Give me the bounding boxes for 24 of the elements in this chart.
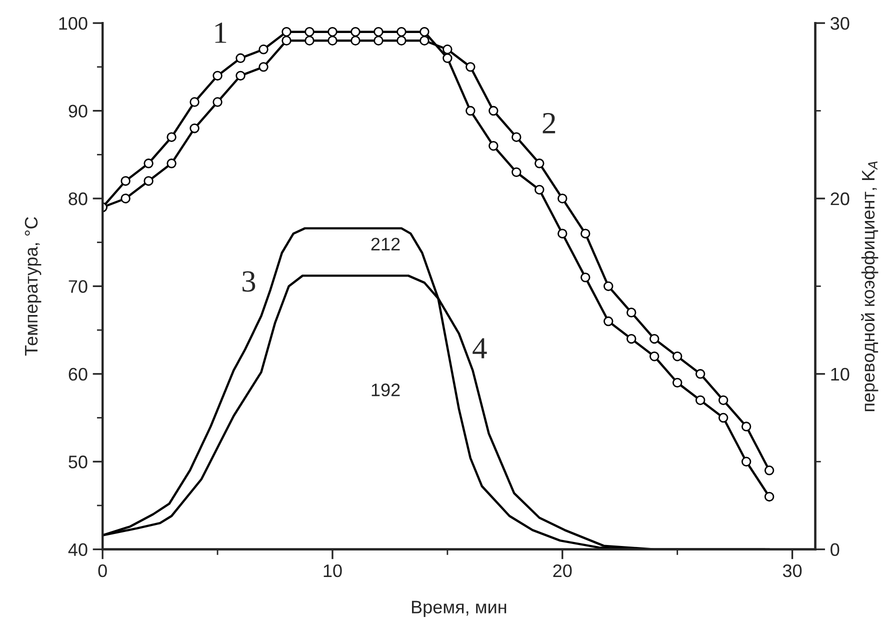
annotation: 192 (372, 384, 400, 396)
y-tick-label: 70 (68, 280, 88, 293)
y-tick-label: 80 (68, 192, 88, 206)
x-tick-label: 20 (553, 564, 572, 578)
x-tick-label: 0 (98, 564, 107, 578)
y-tick-label: 60 (68, 368, 88, 381)
series-label: 1 (215, 22, 226, 43)
y-tick-label: 90 (68, 104, 88, 118)
x-axis-title: Время, мин (412, 600, 506, 618)
series-label: 4 (472, 338, 487, 358)
annotation: 212 (371, 238, 400, 250)
x-tick-label: 10 (324, 564, 342, 578)
y-tick-label: 40 (68, 543, 88, 556)
y-tick-label: 50 (68, 456, 88, 468)
y-tick-label: 100 (59, 17, 88, 30)
y2-axis-title: переводной коэффициент, K$_{A}$ (861, 161, 878, 412)
y2-tick-label: 10 (831, 368, 850, 381)
y2-tick-label: 20 (830, 192, 850, 206)
series-label: 3 (242, 271, 256, 292)
y2-tick-label: 0 (830, 543, 840, 556)
series-label: 2 (542, 113, 556, 134)
y2-tick-label: 30 (830, 17, 850, 30)
x-tick-label: 30 (782, 564, 802, 578)
y-axis-title: Температура, °C (24, 217, 42, 356)
